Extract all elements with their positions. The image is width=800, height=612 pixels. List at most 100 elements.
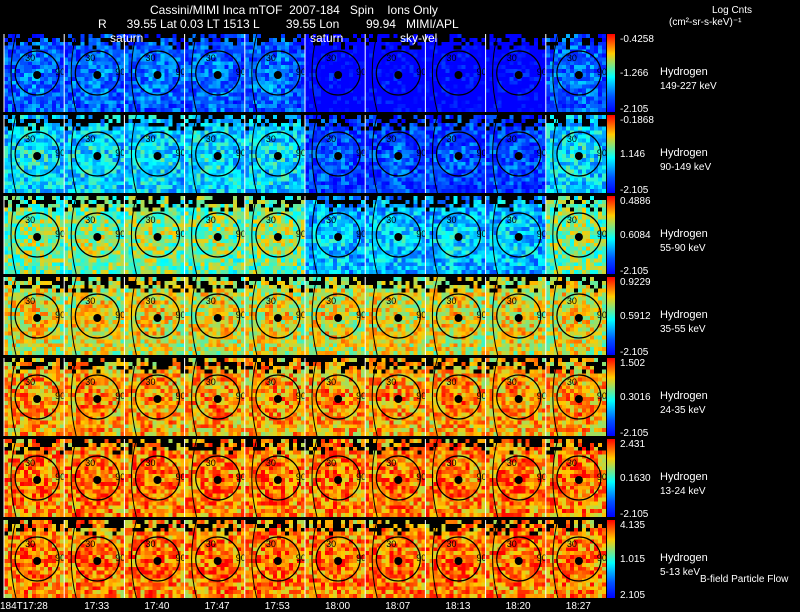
contour-ring bbox=[435, 131, 482, 177]
contour-arc bbox=[431, 438, 438, 518]
contour-arc bbox=[251, 114, 258, 194]
contour-label: 30 bbox=[326, 377, 336, 387]
contour-label: 90 bbox=[477, 229, 487, 239]
contour-label: 90 bbox=[55, 148, 65, 158]
contour-label: 30 bbox=[507, 377, 517, 387]
contour-label: 30 bbox=[266, 53, 276, 63]
contour-arc bbox=[552, 276, 559, 356]
contour-label: 30 bbox=[447, 296, 457, 306]
contour-label: 90 bbox=[416, 472, 426, 482]
x-tick-label: 17:53 bbox=[264, 601, 290, 612]
contour-arc bbox=[70, 357, 77, 437]
contour-arc bbox=[492, 276, 499, 356]
planet-marker bbox=[574, 152, 583, 160]
contour-label: 30 bbox=[507, 296, 517, 306]
units-label-2: (cm²-sr-s-keV)⁻¹ bbox=[669, 17, 742, 28]
contour-ring bbox=[255, 374, 301, 420]
contour-arc bbox=[371, 33, 378, 113]
contour-label: 30 bbox=[206, 377, 216, 387]
overlay-label: saturn bbox=[110, 31, 144, 45]
planet-marker bbox=[273, 71, 282, 79]
species-label: Hydrogen bbox=[660, 228, 708, 240]
contour-label: 90 bbox=[176, 229, 186, 239]
contour-ring bbox=[375, 536, 421, 582]
planet-marker bbox=[394, 557, 403, 565]
contour-label: 30 bbox=[25, 458, 35, 468]
contour-ring bbox=[556, 131, 602, 177]
contour-label: 90 bbox=[236, 472, 246, 482]
contour-label: 30 bbox=[447, 134, 457, 144]
species-label: Hydrogen bbox=[660, 309, 708, 321]
contour-label: 90 bbox=[115, 553, 125, 563]
contour-ring bbox=[496, 455, 542, 501]
contour-arc bbox=[552, 438, 559, 518]
planet-marker bbox=[273, 395, 282, 403]
contour-label: 30 bbox=[266, 377, 276, 387]
contour-label: 30 bbox=[326, 215, 336, 225]
contour-label: 90 bbox=[236, 67, 246, 77]
planet-marker bbox=[514, 314, 523, 322]
contour-arc bbox=[10, 114, 17, 194]
contour-arc bbox=[431, 519, 438, 599]
contour-label: 90 bbox=[356, 229, 366, 239]
units-label: Log Cnts bbox=[712, 5, 753, 16]
contour-arc bbox=[492, 357, 499, 437]
contour-label: 90 bbox=[356, 553, 366, 563]
contour-arc bbox=[371, 438, 378, 518]
planet-marker bbox=[334, 233, 343, 241]
contour-overlay: 30 90 30 90 30 90 30 90 30 90 30 90 30 90 30 90 30 90 30 90 bbox=[3, 438, 607, 518]
contour-arc bbox=[130, 519, 137, 599]
planet-marker bbox=[514, 557, 523, 565]
contour-arc bbox=[191, 519, 198, 599]
energy-label: 35-55 keV bbox=[660, 324, 706, 335]
contour-arc bbox=[371, 114, 378, 194]
contour-ring bbox=[556, 293, 602, 339]
planet-marker bbox=[334, 71, 343, 79]
contour-label: 30 bbox=[386, 458, 396, 468]
planet-marker bbox=[454, 557, 463, 565]
footer-note: B-field Particle Flow bbox=[700, 574, 789, 585]
contour-label: 30 bbox=[507, 134, 517, 144]
contour-label: 90 bbox=[115, 148, 125, 158]
contour-label: 90 bbox=[597, 229, 607, 239]
contour-label: 30 bbox=[146, 377, 156, 387]
colorbar-label-mid: 0.3016 bbox=[620, 392, 651, 403]
contour-overlay: 30 90 30 90 30 90 30 90 30 90 30 90 30 90 30 90 30 90 30 90 bbox=[3, 276, 607, 356]
contour-arc bbox=[70, 114, 77, 194]
x-tick-label: 18:00 bbox=[325, 601, 351, 612]
planet-marker bbox=[153, 233, 162, 241]
contour-label: 30 bbox=[447, 215, 457, 225]
contour-arc bbox=[431, 33, 438, 113]
colorbar-label-min: 2.105 bbox=[620, 590, 646, 601]
planet-marker bbox=[514, 152, 523, 160]
planet-marker bbox=[33, 233, 42, 241]
colorbar bbox=[607, 34, 615, 112]
contour-label: 30 bbox=[326, 458, 336, 468]
contour-ring bbox=[375, 212, 421, 258]
contour-ring bbox=[195, 455, 241, 501]
colorbar-label-max: -0.1868 bbox=[620, 115, 654, 126]
colorbar-label-min: -2.105 bbox=[620, 266, 649, 277]
contour-label: 30 bbox=[447, 53, 457, 63]
planet-marker bbox=[153, 152, 162, 160]
contour-label: 90 bbox=[597, 391, 607, 401]
contour-ring bbox=[74, 536, 120, 582]
contour-arc bbox=[431, 195, 438, 275]
planet-marker bbox=[153, 557, 162, 565]
contour-ring bbox=[556, 455, 602, 501]
contour-ring bbox=[435, 374, 482, 420]
planet-marker bbox=[33, 152, 42, 160]
contour-arc bbox=[10, 438, 17, 518]
planet-marker bbox=[213, 152, 222, 160]
contour-label: 30 bbox=[266, 215, 276, 225]
contour-arc bbox=[371, 276, 378, 356]
contour-label: 30 bbox=[25, 53, 35, 63]
colorbar-label-max: -0.4258 bbox=[620, 34, 654, 45]
contour-arc bbox=[251, 357, 258, 437]
contour-label: 90 bbox=[236, 148, 246, 158]
colorbar-label-max: 4.135 bbox=[620, 520, 646, 531]
species-label: Hydrogen bbox=[660, 471, 708, 483]
contour-ring bbox=[14, 293, 60, 339]
contour-label: 90 bbox=[236, 310, 246, 320]
contour-arc bbox=[130, 33, 137, 113]
